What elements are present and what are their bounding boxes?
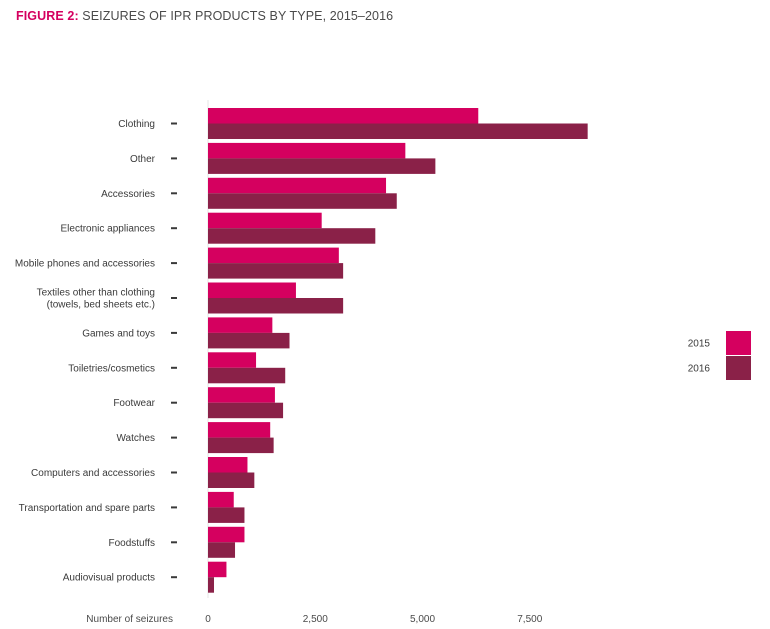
bar-2016 [208, 542, 236, 558]
category-tick [171, 401, 177, 404]
category-label-line: Transportation and spare parts [19, 503, 155, 514]
category-tick [171, 506, 177, 509]
category-label: Computers and accessories [31, 468, 155, 479]
bar-2016 [208, 472, 255, 488]
category-label: Watches [116, 433, 155, 444]
category-label-line: Accessories [101, 189, 155, 200]
bar-2016 [208, 332, 290, 349]
category-label: Other [130, 154, 156, 165]
bar-2015 [208, 142, 406, 159]
category-label-line: Games and toys [82, 328, 155, 339]
chart-title: FIGURE 2: SEIZURES OF IPR PRODUCTS BY TY… [16, 9, 393, 23]
category-label-line: Other [130, 154, 156, 165]
category-tick [171, 471, 177, 474]
category-tick [171, 436, 177, 439]
bar-2015 [208, 422, 271, 438]
legend-swatch-2016 [726, 356, 751, 380]
bar-2015 [208, 387, 275, 403]
category-label-line: Electronic appliances [61, 224, 156, 235]
bar-2016 [208, 437, 274, 454]
category-label-line: Footwear [113, 398, 155, 409]
category-label-line: Watches [116, 433, 155, 444]
category-tick [171, 331, 177, 334]
category-label-line: Foodstuffs [108, 538, 155, 549]
x-axis-label: Number of seizures [86, 614, 173, 625]
legend-label-2016: 2016 [688, 364, 711, 375]
category-label-line: Toiletries/cosmetics [68, 363, 155, 374]
category-label: Electronic appliances [61, 224, 156, 235]
bar-2015 [208, 526, 245, 543]
category-label-line: Audiovisual products [63, 573, 155, 584]
bar-2015 [208, 457, 248, 473]
category-label: Transportation and spare parts [19, 503, 155, 514]
figure-title-text: SEIZURES OF IPR PRODUCTS BY TYPE, 2015–2… [82, 9, 394, 23]
category-label: Textiles other than clothing (towels, bed… [37, 288, 155, 311]
category-label-line: Textiles other than clothing [37, 288, 155, 299]
x-tick-label: 7,500 [517, 614, 542, 625]
category-tick [171, 297, 177, 299]
category-label: Audiovisual products [63, 573, 155, 584]
category-tick [171, 576, 177, 579]
category-label: Games and toys [82, 328, 155, 339]
bar-2016 [208, 507, 245, 523]
bar-2016 [208, 263, 344, 279]
bar-2016 [208, 367, 286, 384]
category-label: Foodstuffs [108, 538, 155, 549]
bar-2015 [208, 352, 257, 368]
bar-2016 [208, 158, 436, 174]
category-label-line: Mobile phones and accessories [15, 259, 155, 270]
category-label: Clothing [118, 119, 155, 130]
legend-label-2015: 2015 [688, 339, 711, 350]
category-tick [171, 157, 177, 160]
bar-2015 [208, 317, 273, 333]
category-tick [171, 227, 177, 230]
legend-swatch-2015 [726, 331, 751, 355]
x-tick-label: 5,000 [410, 614, 435, 625]
category-label: Footwear [113, 398, 155, 409]
bar-2016 [208, 123, 588, 139]
x-tick-label: 0 [205, 614, 211, 625]
category-tick [171, 366, 177, 369]
category-label-line: (towels, bed sheets etc.) [47, 300, 155, 311]
bar-2016 [208, 402, 284, 419]
bar-2016 [208, 577, 215, 593]
bar-2015 [208, 491, 234, 508]
category-label-line: Computers and accessories [31, 468, 155, 479]
category-label: Mobile phones and accessories [15, 259, 155, 270]
bar-2015 [208, 212, 322, 229]
category-tick [171, 122, 177, 125]
category-tick [171, 541, 177, 544]
bar-2016 [208, 228, 376, 244]
bar-2015 [208, 177, 387, 194]
bar-2016 [208, 193, 397, 209]
figure-number: FIGURE 2: [16, 9, 79, 23]
bar-2015 [208, 247, 339, 264]
x-tick-label: 2,500 [303, 614, 328, 625]
category-tick [171, 192, 177, 195]
bar-2015 [208, 282, 296, 298]
category-label: Toiletries/cosmetics [68, 363, 155, 374]
bar-2015 [208, 561, 227, 578]
category-tick [171, 262, 177, 265]
category-label-line: Clothing [118, 119, 155, 130]
bar-2015 [208, 108, 479, 124]
category-label: Accessories [101, 189, 155, 200]
bar-2016 [208, 298, 344, 314]
